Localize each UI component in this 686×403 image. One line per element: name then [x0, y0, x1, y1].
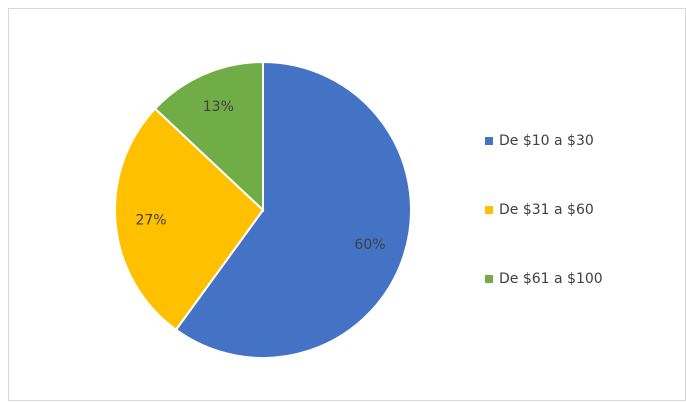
legend-swatch [485, 275, 493, 283]
pie-slice [114, 107, 265, 332]
legend-swatch [485, 137, 493, 145]
data-label: 13% [203, 99, 234, 115]
legend-label: De $61 a $100 [499, 271, 603, 287]
data-label: 27% [135, 213, 166, 229]
legend-swatch [485, 206, 493, 214]
legend-label: De $31 a $60 [499, 202, 594, 218]
data-label: 60% [354, 237, 385, 253]
pie-slice [153, 60, 264, 213]
pie-slice [174, 60, 412, 359]
legend-label: De $10 a $30 [499, 133, 594, 149]
